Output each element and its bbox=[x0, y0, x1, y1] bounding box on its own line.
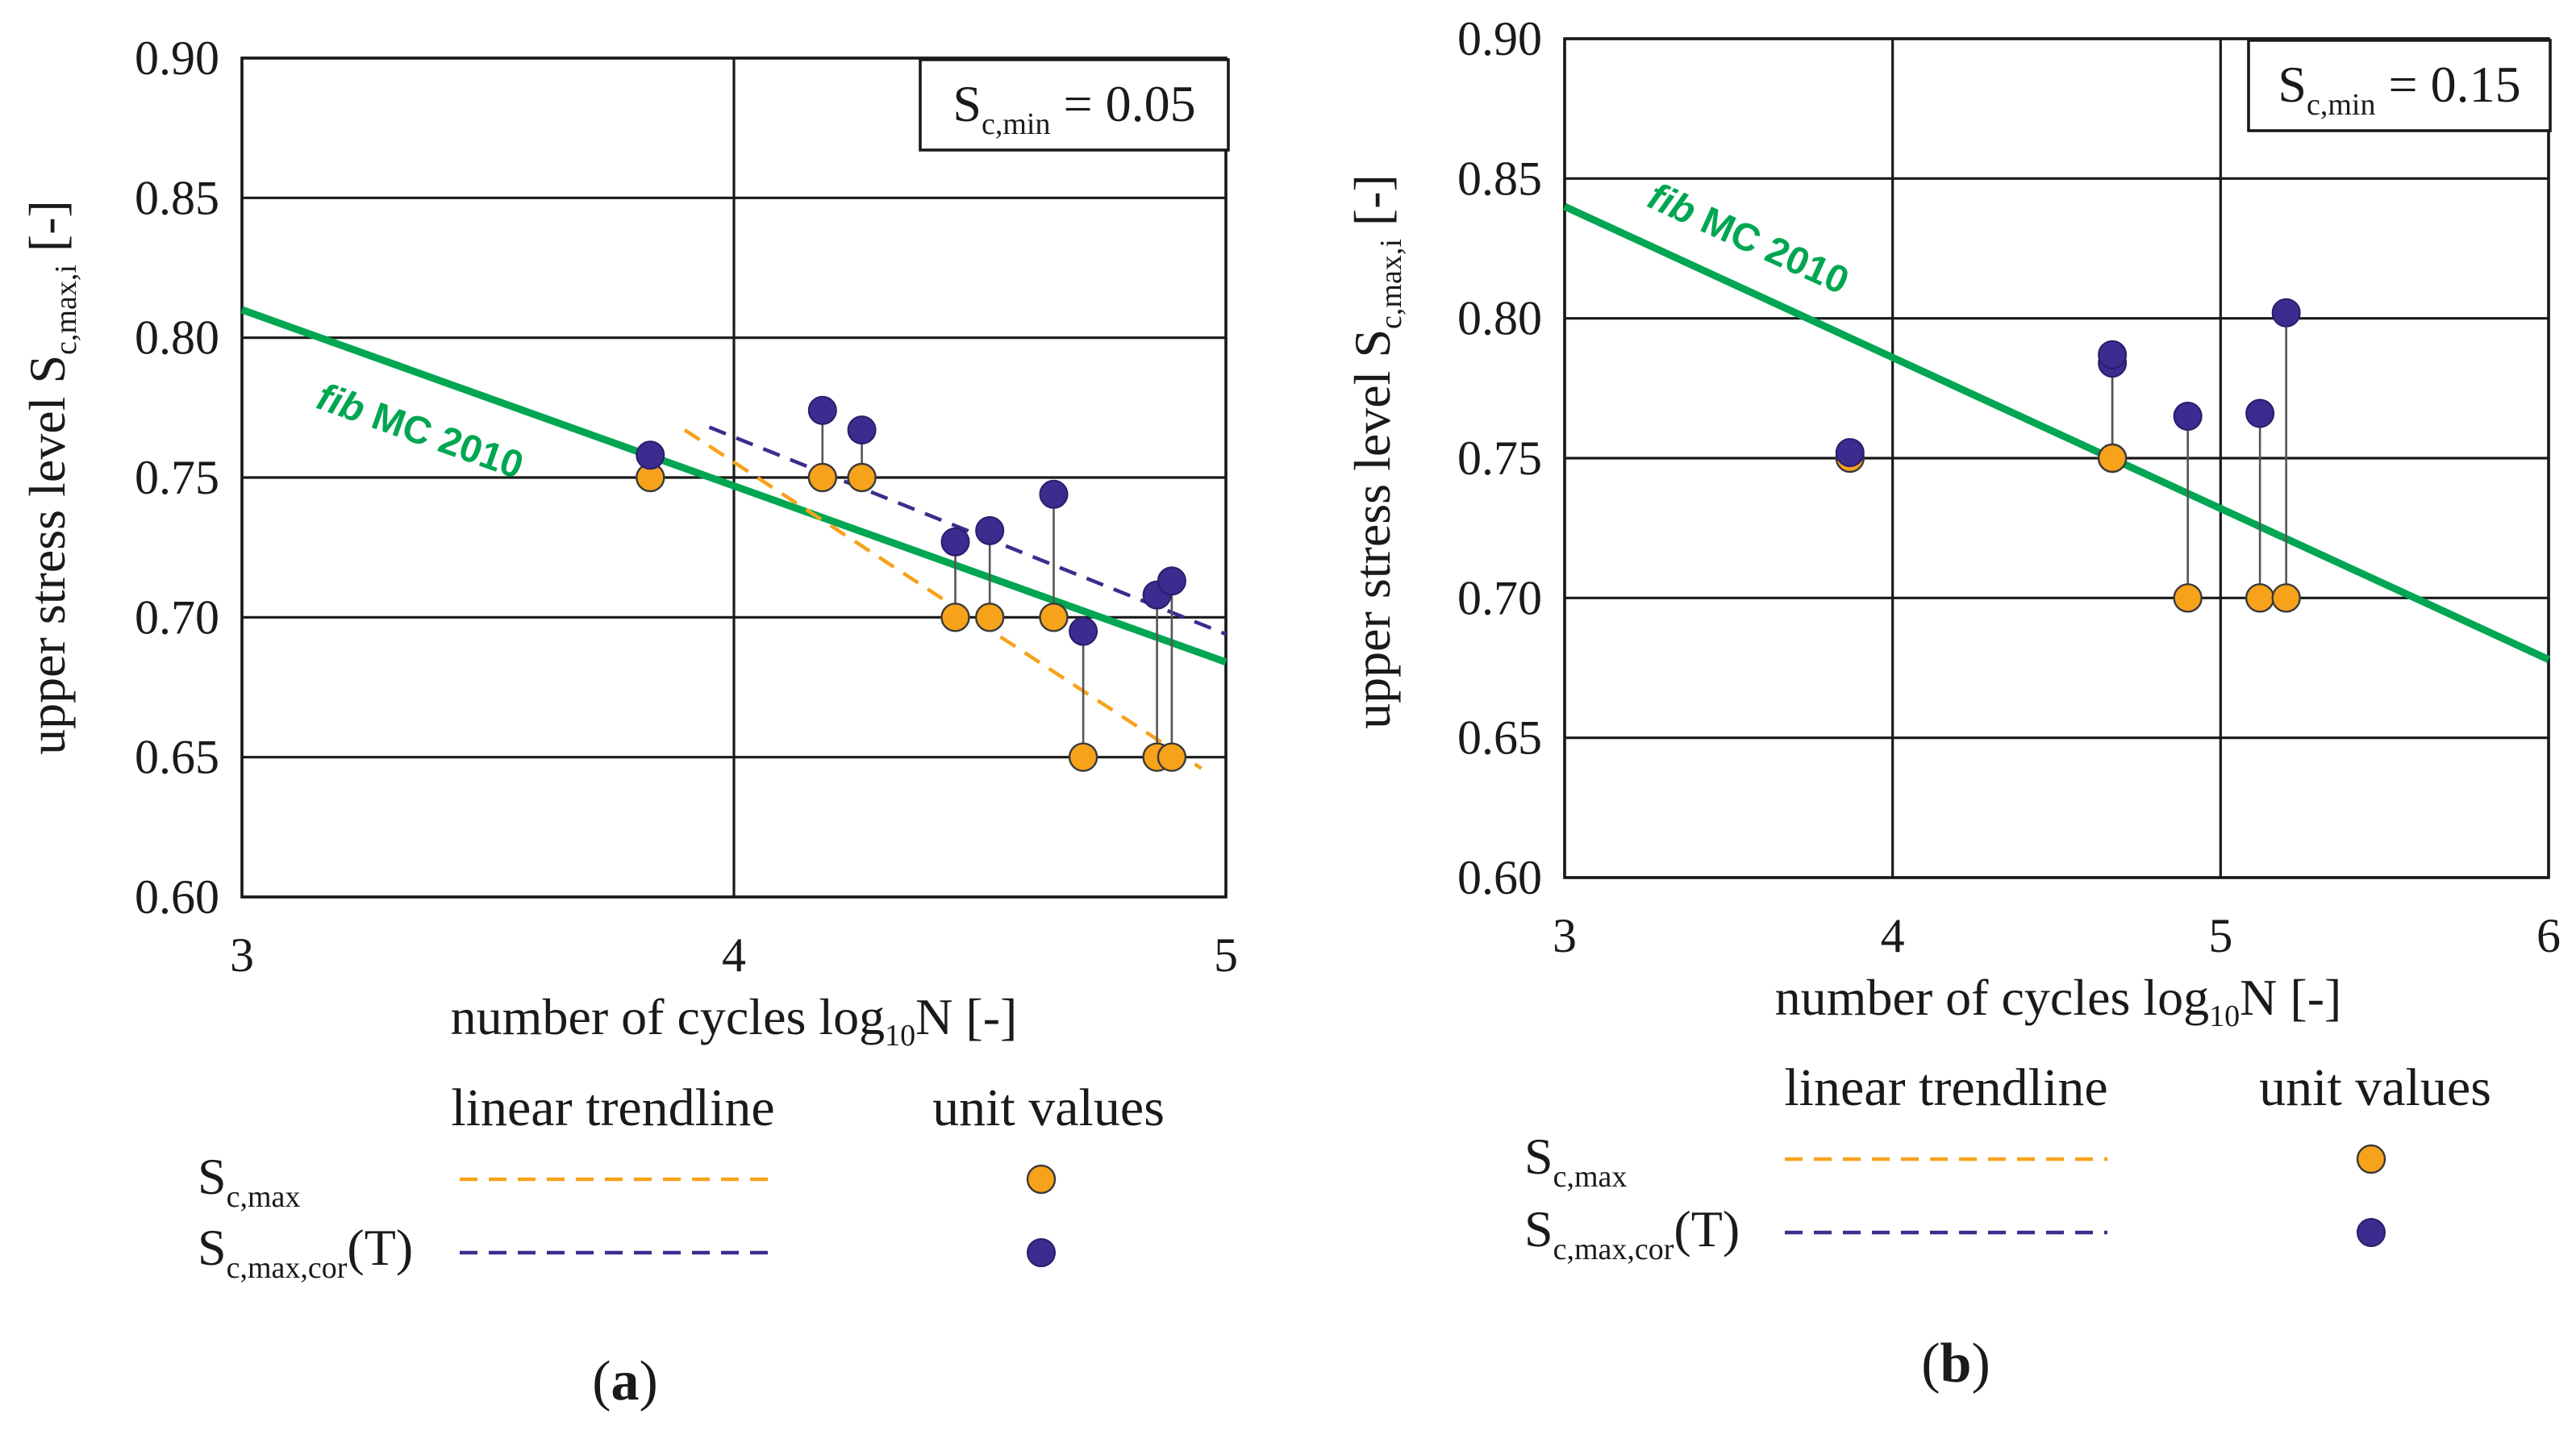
x-axis-label: number of cycles log10N [-] bbox=[1775, 969, 2342, 1033]
y-axis-label: upper stress level Sc,max,i [-] bbox=[19, 200, 83, 755]
point-scmax bbox=[1039, 603, 1069, 632]
y-tick-label: 0.80 bbox=[1457, 292, 1542, 345]
point-scmax-cor bbox=[2173, 402, 2203, 431]
legend-dot-scmax-cor bbox=[1027, 1238, 1056, 1267]
y-tick-label: 0.65 bbox=[1457, 711, 1542, 765]
legend-header-unit-values: unit values bbox=[932, 1078, 1165, 1137]
y-tick-label: 0.60 bbox=[135, 870, 219, 924]
point-scmax-cor bbox=[2098, 340, 2128, 369]
legend-label-scmax: Sc,max bbox=[1524, 1128, 1627, 1194]
point-scmax bbox=[974, 603, 1005, 632]
fib-mc2010-line bbox=[1563, 202, 2550, 663]
x-tick-label: 4 bbox=[722, 928, 746, 982]
x-tick-label: 3 bbox=[1553, 909, 1577, 962]
trendline-scmax-cor bbox=[708, 425, 1227, 636]
y-tick-label: 0.85 bbox=[135, 171, 219, 224]
y-tick-label: 0.90 bbox=[1457, 12, 1542, 65]
y-tick-label: 0.75 bbox=[1457, 432, 1542, 485]
x-tick-label: 5 bbox=[2208, 909, 2232, 962]
x-tick-label: 3 bbox=[230, 928, 254, 982]
point-scmax-cor bbox=[1039, 479, 1069, 509]
y-tick-label: 0.85 bbox=[1457, 152, 1542, 205]
point-scmax bbox=[1068, 742, 1098, 772]
legend-dot-scmax bbox=[1026, 1164, 1057, 1195]
trendline-scmax bbox=[683, 428, 1203, 770]
point-scmax-cor bbox=[975, 515, 1005, 545]
point-scmax bbox=[847, 462, 877, 493]
y-tick-label: 0.65 bbox=[135, 731, 219, 784]
y-tick-label: 0.60 bbox=[1457, 851, 1542, 904]
legend-dot-scmax-cor bbox=[2357, 1218, 2386, 1247]
point-scmax-cor bbox=[1835, 438, 1865, 468]
point-scmax-cor bbox=[847, 415, 877, 445]
point-scmax-cor bbox=[940, 527, 970, 557]
fib-mc2010-label: fib MC 2010 bbox=[1641, 175, 1855, 303]
chart-panel-b: 0.60 0.65 0.70 0.75 0.80 0.85 0.90 3 4 5 6 Sc,min =… bbox=[1344, 12, 2561, 1395]
point-scmax bbox=[2173, 583, 2203, 613]
x-tick-label: 6 bbox=[2536, 909, 2561, 962]
annotation-box bbox=[2247, 39, 2552, 132]
legend-label-scmax: Sc,max bbox=[198, 1148, 300, 1214]
fib-mc2010-label: fib MC 2010 bbox=[311, 375, 528, 487]
legend-header-trendline: linear trendline bbox=[451, 1078, 774, 1137]
point-scmax bbox=[940, 603, 970, 632]
annotation-box bbox=[919, 58, 1230, 152]
legend-label-scmax-cor: Sc,max,cor(T) bbox=[1524, 1200, 1740, 1266]
plot-frame bbox=[240, 56, 1228, 899]
panel-label: (a) bbox=[592, 1350, 658, 1412]
legend-header-unit-values: unit values bbox=[2259, 1058, 2491, 1117]
legend: linear trendline unit values Sc,maxSc,max,… bbox=[1524, 1058, 2491, 1266]
point-scmax-cor bbox=[2271, 298, 2301, 327]
point-scmax bbox=[1157, 742, 1187, 772]
legend: linear trendline unit values Sc,maxSc,max,… bbox=[198, 1078, 1165, 1285]
annotation-scmin: Sc,min = 0.15 bbox=[2278, 56, 2520, 122]
y-axis-label: upper stress level Sc,max,i [-] bbox=[1344, 174, 1408, 729]
legend-header-trendline: linear trendline bbox=[1784, 1058, 2107, 1117]
point-scmax-cor bbox=[807, 395, 837, 425]
point-scmax-cor bbox=[2245, 398, 2275, 428]
x-tick-label: 5 bbox=[1214, 928, 1238, 982]
x-axis-label: number of cycles log10N [-] bbox=[451, 988, 1018, 1053]
y-tick-label: 0.75 bbox=[135, 451, 219, 504]
y-tick-label: 0.70 bbox=[135, 590, 219, 644]
point-scmax-cor bbox=[1157, 566, 1186, 596]
x-tick-label: 4 bbox=[1881, 909, 1905, 962]
chart-panel-a: 0.60 0.65 0.70 0.75 0.80 0.85 0.90 3 4 5 Sc,min = … bbox=[19, 31, 1238, 1412]
y-tick-label: 0.90 bbox=[135, 31, 219, 85]
annotation-scmin: Sc,min = 0.05 bbox=[952, 75, 1195, 141]
legend-dot-scmax bbox=[2356, 1144, 2386, 1174]
fib-mc2010-line bbox=[240, 306, 1228, 666]
y-tick-label: 0.80 bbox=[135, 311, 219, 365]
point-scmax bbox=[2271, 583, 2301, 613]
point-scmax-cor bbox=[1069, 616, 1098, 646]
point-scmax bbox=[2245, 583, 2275, 613]
panel-label: (b) bbox=[1921, 1333, 1990, 1395]
point-scmax bbox=[2097, 443, 2128, 473]
legend-label-scmax-cor: Sc,max,cor(T) bbox=[198, 1219, 413, 1285]
point-scmax-cor bbox=[636, 440, 665, 470]
plot-frame bbox=[1563, 37, 2550, 879]
point-scmax bbox=[807, 462, 837, 493]
y-tick-label: 0.70 bbox=[1457, 571, 1542, 624]
